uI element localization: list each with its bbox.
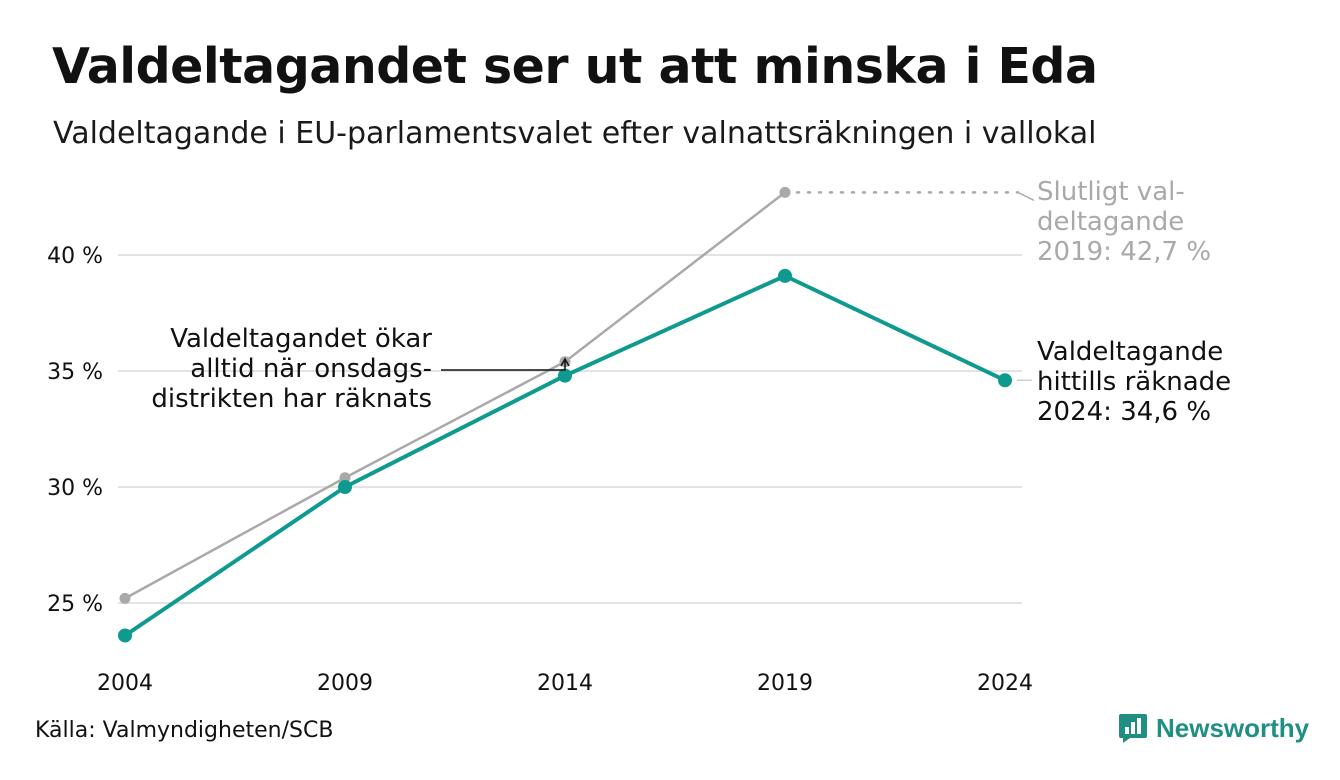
annotation-final-line: Slutligt val- — [1037, 177, 1185, 207]
chart-title: Valdeltagandet ser ut att minska i Eda — [52, 38, 1098, 95]
brand-name: Newsworthy — [1156, 712, 1310, 743]
source-note: Källa: Valmyndigheten/SCB — [35, 718, 334, 743]
point-election-night — [998, 373, 1012, 388]
annotation-final-line: 2019: 42,7 % — [1037, 237, 1211, 267]
point-final — [779, 186, 791, 198]
series-line-final — [124, 191, 786, 600]
x-tick-label: 2004 — [97, 671, 153, 696]
annotation-current-line: 2024: 34,6 % — [1037, 397, 1211, 427]
newsworthy-logo-icon — [1119, 714, 1147, 743]
x-tick-label: 2019 — [757, 671, 813, 696]
y-tick-label: 30 % — [47, 476, 103, 501]
x-tick-label: 2024 — [977, 671, 1033, 696]
point-final — [119, 592, 131, 604]
y-tick-label: 25 % — [47, 592, 103, 617]
point-election-night — [118, 628, 132, 643]
annotation-wednesday-line: alltid när onsdags- — [190, 354, 432, 384]
point-election-night — [558, 368, 572, 383]
x-tick-label: 2009 — [317, 671, 373, 696]
y-tick-label: 40 % — [47, 244, 103, 269]
annotation-current-line: Valdeltagande — [1037, 337, 1223, 367]
annotation-final-line: deltagande — [1037, 207, 1184, 237]
y-tick-label: 35 % — [47, 360, 103, 385]
x-tick-label: 2014 — [537, 671, 593, 696]
annotation-current-line: hittills räknade — [1037, 367, 1231, 397]
chart-subtitle: Valdeltagande i EU-parlamentsvalet efter… — [53, 116, 1097, 151]
annotation-wednesday-line: distrikten har räknats — [151, 384, 432, 414]
point-election-night — [778, 268, 792, 283]
annotation-arrow-head — [560, 357, 570, 367]
point-final — [339, 472, 351, 484]
point-election-night — [338, 480, 352, 494]
annotation-arrow-line — [441, 361, 566, 371]
brand-logo: Newsworthy — [1118, 712, 1309, 744]
annotation-wednesday-line: Valdeltagandet ökar — [170, 324, 432, 354]
annotation-leader-final-tick — [1017, 191, 1035, 202]
